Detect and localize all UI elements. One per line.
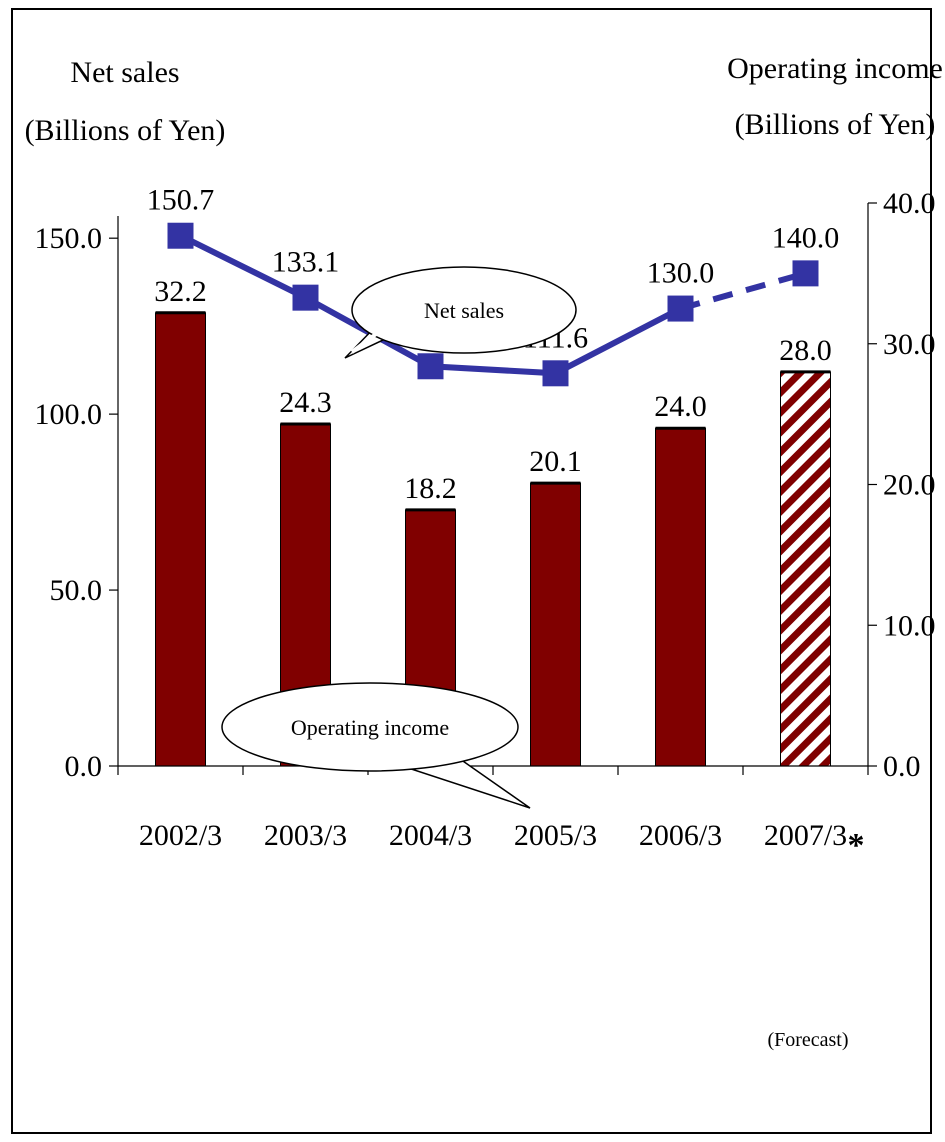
right-axis-title-line1: Operating income <box>727 52 943 85</box>
net-sales-marker-1 <box>292 284 319 311</box>
net-sales-marker-2 <box>417 353 444 380</box>
net-sales-marker-3 <box>542 360 569 387</box>
left-axis-title-line2: (Billions of Yen) <box>25 114 226 147</box>
operating-income-callout: Operating income <box>221 682 531 809</box>
bar-operating-income-3 <box>530 482 581 767</box>
right-tick-label-0: 0.0 <box>883 750 921 783</box>
right-tick-label-3: 30.0 <box>883 328 936 361</box>
left-axis-title-line1: Net sales <box>70 56 179 89</box>
bar-operating-income-4 <box>655 427 706 767</box>
bar-value-label-5: 28.0 <box>779 334 832 367</box>
bar-operating-income-5 <box>780 371 831 767</box>
net-sales-marker-0 <box>167 222 194 249</box>
net-sales-value-label-1: 133.1 <box>272 246 340 279</box>
forecast-note: (Forecast) <box>767 1029 848 1051</box>
right-tick-label-2: 20.0 <box>883 469 936 502</box>
left-tick-label-0: 0.0 <box>65 750 103 783</box>
net-sales-value-label-0: 150.7 <box>147 184 215 217</box>
left-tick-label-1: 50.0 <box>50 574 103 607</box>
bar-value-label-0: 32.2 <box>154 275 207 308</box>
bar-value-label-4: 24.0 <box>654 390 707 423</box>
bar-value-label-3: 20.1 <box>529 445 582 478</box>
net-sales-line-forecast <box>679 270 807 312</box>
net-sales-callout: Net sales <box>344 266 577 359</box>
bar-operating-income-0 <box>155 312 206 767</box>
net-sales-marker-4 <box>667 295 694 322</box>
operating-income-callout-text: Operating income <box>291 715 449 740</box>
axes: 2002/3 2003/3 2004/3 2005/3 2006/3 2007/3 0.0 5… <box>35 187 936 852</box>
x-tick-label-0: 2002/3 <box>139 819 222 852</box>
net-sales-marker-5 <box>792 260 819 287</box>
x-tick-label-3: 2005/3 <box>514 819 597 852</box>
forecast-asterisk: * <box>848 827 865 864</box>
right-tick-label-4: 40.0 <box>883 187 936 220</box>
left-tick-label-2: 100.0 <box>35 398 103 431</box>
bar-value-label-2: 18.2 <box>404 472 457 505</box>
x-tick-label-4: 2006/3 <box>639 819 722 852</box>
net-sales-value-label-4: 130.0 <box>647 257 715 290</box>
x-tick-label-5: 2007/3 <box>764 819 847 852</box>
bar-value-label-1: 24.3 <box>279 386 332 419</box>
x-tick-label-1: 2003/3 <box>264 819 347 852</box>
right-tick-label-1: 10.0 <box>883 609 936 642</box>
right-axis-title-line2: (Billions of Yen) <box>735 108 936 141</box>
x-tick-label-2: 2004/3 <box>389 819 472 852</box>
left-tick-label-3: 150.0 <box>35 222 103 255</box>
net-sales-value-label-5: 140.0 <box>772 221 840 254</box>
net-sales-line <box>167 222 819 387</box>
net-sales-callout-text: Net sales <box>424 298 504 323</box>
